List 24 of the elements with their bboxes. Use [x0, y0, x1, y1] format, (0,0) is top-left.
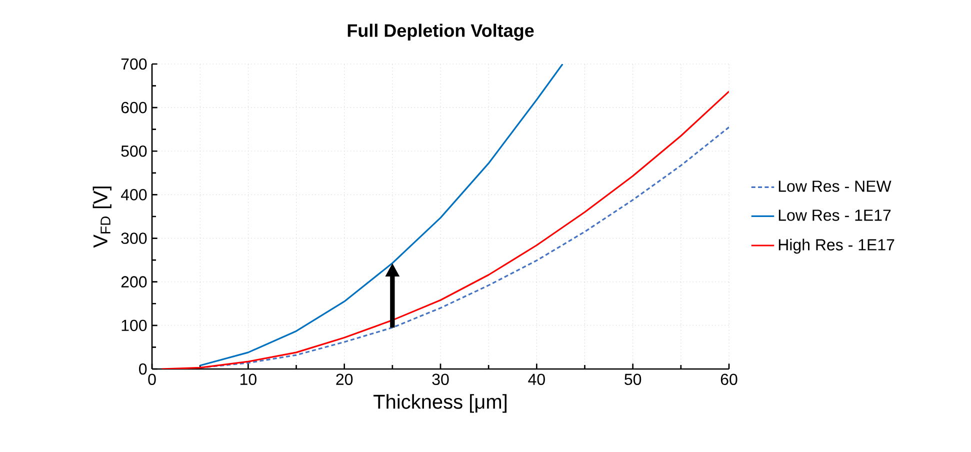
chart-title: Full Depletion Voltage — [348, 24, 534, 41]
y-tick-label: 600 — [121, 102, 147, 114]
x-tick-label: 40 — [528, 374, 545, 386]
x-tick-label: 50 — [624, 374, 642, 386]
x-tick-label: 60 — [720, 374, 738, 386]
y-tick-label: 700 — [121, 58, 147, 70]
y-tick-label: 100 — [122, 320, 147, 332]
x-axis-title: Thickness [μm] — [374, 394, 506, 413]
line-series — [199, 64, 564, 366]
legend-label: High Res - 1E17 — [778, 238, 894, 254]
legend-label: Low Res - NEW — [778, 180, 892, 192]
y-tick-label: 500 — [121, 145, 147, 157]
y-tick-label: 200 — [121, 276, 147, 288]
x-tick-label: 10 — [240, 374, 256, 386]
line-series — [199, 126, 729, 368]
x-tick-label: 30 — [432, 374, 449, 386]
y-tick-label: 0 — [139, 363, 147, 375]
x-tick-label: 20 — [336, 374, 353, 386]
y-tick-label: 300 — [121, 232, 147, 244]
y-axis-title: V$_{FD}$ [V] — [92, 186, 112, 248]
line-series — [160, 90, 729, 369]
legend-label: Low Res - 1E17 — [778, 210, 891, 221]
y-tick-label: 400 — [120, 189, 147, 200]
x-tick-label: 0 — [148, 374, 156, 386]
